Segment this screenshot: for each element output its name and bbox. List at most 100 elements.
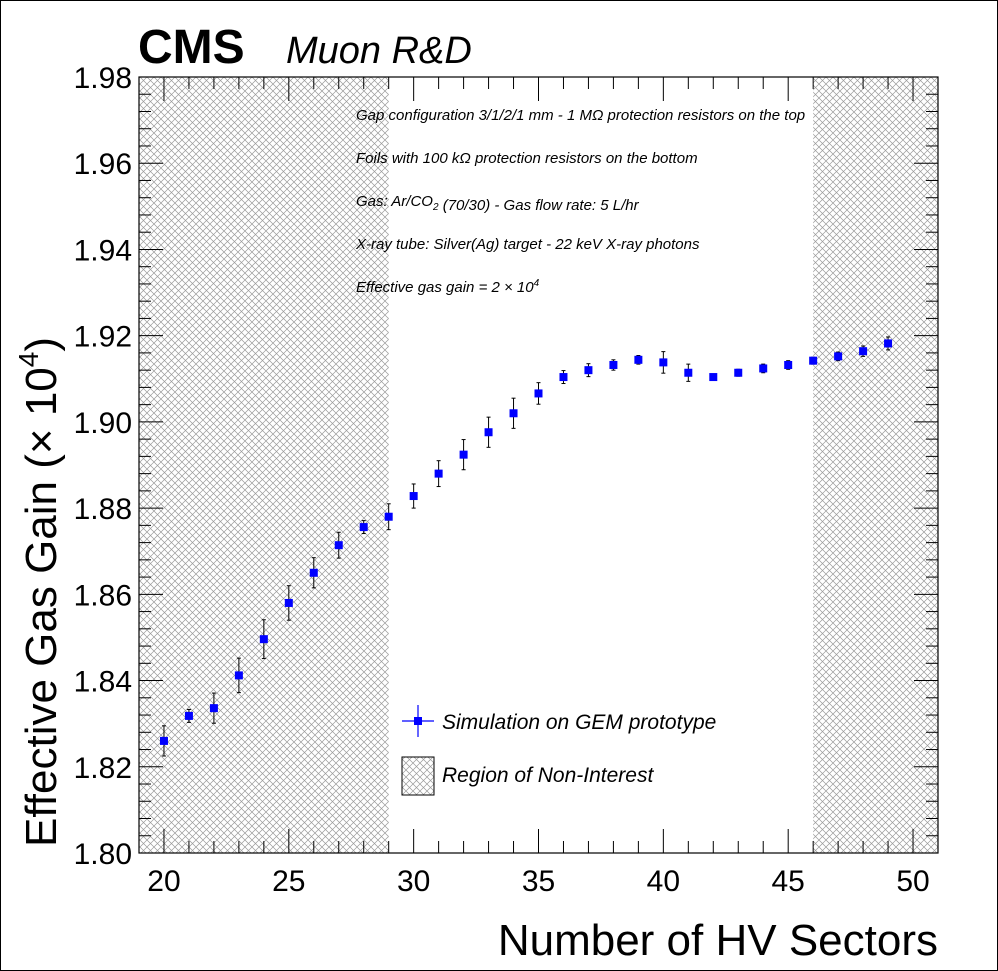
y-tick-label: 1.90 — [74, 407, 132, 440]
data-point — [459, 439, 468, 471]
annotation-line-2: Foils with 100 kΩ protection resistors o… — [356, 150, 698, 167]
y-tick-label: 1.92 — [74, 321, 132, 354]
annotation-part: Gap configuration 3/1/2/1 mm - 1 MΩ prot… — [356, 107, 805, 124]
x-tick-label: 45 — [772, 865, 805, 898]
data-point — [509, 397, 518, 429]
data-point — [284, 585, 293, 621]
y-axis-title-times: × — [17, 428, 66, 454]
x-axis-title: Number of HV Sectors — [498, 916, 938, 965]
x-tick-label: 25 — [272, 865, 305, 898]
non-interest-region-0 — [139, 77, 389, 853]
marker — [509, 409, 518, 418]
annotation-line-4: X-ray tube: Silver(Ag) target - 22 keV X… — [355, 236, 700, 253]
legend-label-simulation: Simulation on GEM prototype — [442, 711, 716, 734]
y-axis-title: Effective Gas Gain (× 104) — [13, 337, 66, 847]
data-point — [684, 363, 693, 382]
data-point — [559, 370, 568, 385]
y-axis-title-exponent: 4 — [13, 352, 44, 368]
y-tick-label: 1.80 — [74, 838, 132, 871]
annotation-line-5: Effective gas gain = 2 × 104 — [356, 278, 540, 296]
y-tick-label: 1.96 — [74, 148, 132, 181]
marker — [334, 541, 343, 550]
y-axis-title-close: ) — [17, 337, 66, 352]
marker — [734, 368, 743, 377]
marker — [434, 469, 443, 478]
data-point — [634, 354, 643, 365]
data-point — [584, 363, 593, 378]
marker — [759, 364, 768, 373]
data-point — [534, 382, 543, 405]
data-point — [809, 356, 818, 365]
marker — [659, 358, 668, 367]
annotation-line-1: Gap configuration 3/1/2/1 mm - 1 MΩ prot… — [356, 107, 805, 124]
annotation-line-3: Gas: Ar/CO2 (70/30) - Gas flow rate: 5 L… — [356, 193, 640, 214]
data-point — [334, 531, 343, 559]
marker — [259, 635, 268, 644]
marker — [609, 360, 618, 369]
y-tick-label: 1.82 — [74, 752, 132, 785]
annotation-part: 4 — [534, 278, 540, 289]
marker — [534, 389, 543, 398]
y-tick-label: 1.94 — [74, 234, 132, 267]
data-point — [184, 708, 193, 723]
x-tick-label: 30 — [397, 865, 430, 898]
marker — [584, 366, 593, 375]
y-axis-title-base: 10 — [17, 367, 66, 428]
legend-label-non-interest: Region of Non-Interest — [442, 764, 654, 787]
marker — [559, 373, 568, 382]
marker — [784, 360, 793, 369]
annotations: Gap configuration 3/1/2/1 mm - 1 MΩ prot… — [355, 107, 805, 296]
cms-label: CMS — [138, 21, 245, 74]
marker — [184, 711, 193, 720]
data-points — [159, 336, 893, 757]
marker — [309, 568, 318, 577]
legend: Simulation on GEM prototype Region of No… — [401, 700, 716, 796]
marker — [159, 736, 168, 745]
data-point — [159, 725, 168, 757]
y-tick-label: 1.86 — [74, 579, 132, 612]
x-tick-label: 50 — [896, 865, 929, 898]
data-point — [784, 360, 793, 370]
x-tick-label: 20 — [147, 865, 180, 898]
data-point — [859, 345, 868, 357]
non-interest-region-1 — [813, 77, 938, 853]
y-tick-label: 1.98 — [74, 62, 132, 95]
data-point — [734, 368, 743, 377]
data-point — [434, 460, 443, 488]
marker — [284, 598, 293, 607]
annotation-part: Foils with 100 kΩ protection resistors o… — [356, 150, 698, 167]
marker — [234, 671, 243, 680]
marker — [859, 347, 868, 356]
marker — [709, 373, 718, 382]
annotation-part: X-ray tube: Silver(Ag) target - 22 keV X… — [355, 236, 700, 253]
y-tick-label: 1.84 — [74, 666, 132, 699]
data-point — [234, 657, 243, 694]
data-point — [259, 619, 268, 660]
marker — [684, 368, 693, 377]
data-point — [834, 351, 843, 362]
marker — [409, 492, 418, 501]
axis-ticks: 20 25 30 35 40 45 50 1.80 1.82 1.84 1.86 1.88 1.90 1.… — [74, 62, 939, 898]
annotation-part: 2 — [432, 202, 439, 213]
data-point — [384, 503, 393, 531]
marker — [359, 523, 368, 532]
marker — [884, 339, 893, 348]
marker — [384, 512, 393, 521]
data-point — [484, 416, 493, 448]
data-point — [209, 692, 218, 724]
y-axis-title-main: Effective Gas Gain ( — [17, 454, 66, 847]
muon-rd-label: Muon R&D — [286, 30, 472, 72]
data-point — [309, 557, 318, 589]
y-tick-label: 1.88 — [74, 493, 132, 526]
data-point — [709, 373, 718, 382]
marker — [634, 355, 643, 364]
annotation-part: (70/30) - Gas flow rate: 5 L/hr — [439, 197, 640, 214]
data-point — [359, 520, 368, 535]
legend-marker-square — [414, 717, 422, 725]
data-point — [409, 483, 418, 509]
data-point — [884, 336, 893, 351]
data-point — [609, 359, 618, 371]
marker — [209, 704, 218, 713]
marker — [459, 450, 468, 459]
